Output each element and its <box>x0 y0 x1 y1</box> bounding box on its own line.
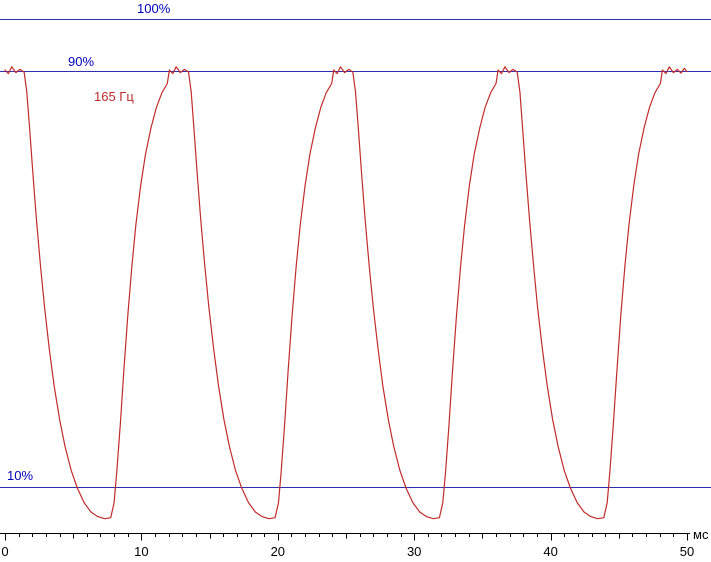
ref-label-90: 90% <box>68 54 95 69</box>
x-tick-label: 50 <box>680 544 694 559</box>
x-tick-label: 40 <box>543 544 557 559</box>
x-axis-unit-label: мс <box>693 527 709 542</box>
signal-curve <box>4 66 688 520</box>
x-tick-label: 20 <box>271 544 285 559</box>
x-tick-label: 30 <box>407 544 421 559</box>
frequency-label: 165 Гц <box>94 89 134 104</box>
ref-label-100: 100% <box>137 1 171 16</box>
ref-label-10: 10% <box>7 468 34 483</box>
x-tick-label: 10 <box>134 544 148 559</box>
x-tick-label: 0 <box>1 544 8 559</box>
